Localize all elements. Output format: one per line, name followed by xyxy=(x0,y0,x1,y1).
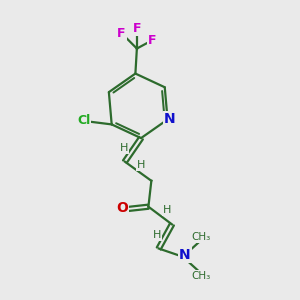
Text: H: H xyxy=(137,160,145,170)
Text: CH₃: CH₃ xyxy=(191,271,210,281)
Text: Cl: Cl xyxy=(77,114,90,128)
Text: F: F xyxy=(117,27,126,40)
Text: CH₃: CH₃ xyxy=(191,232,210,242)
Text: N: N xyxy=(179,248,190,262)
Text: H: H xyxy=(164,205,172,215)
Text: F: F xyxy=(148,34,156,47)
Text: F: F xyxy=(133,22,141,35)
Text: H: H xyxy=(120,143,128,153)
Text: O: O xyxy=(116,202,128,215)
Text: H: H xyxy=(153,230,161,240)
Text: N: N xyxy=(164,112,176,126)
